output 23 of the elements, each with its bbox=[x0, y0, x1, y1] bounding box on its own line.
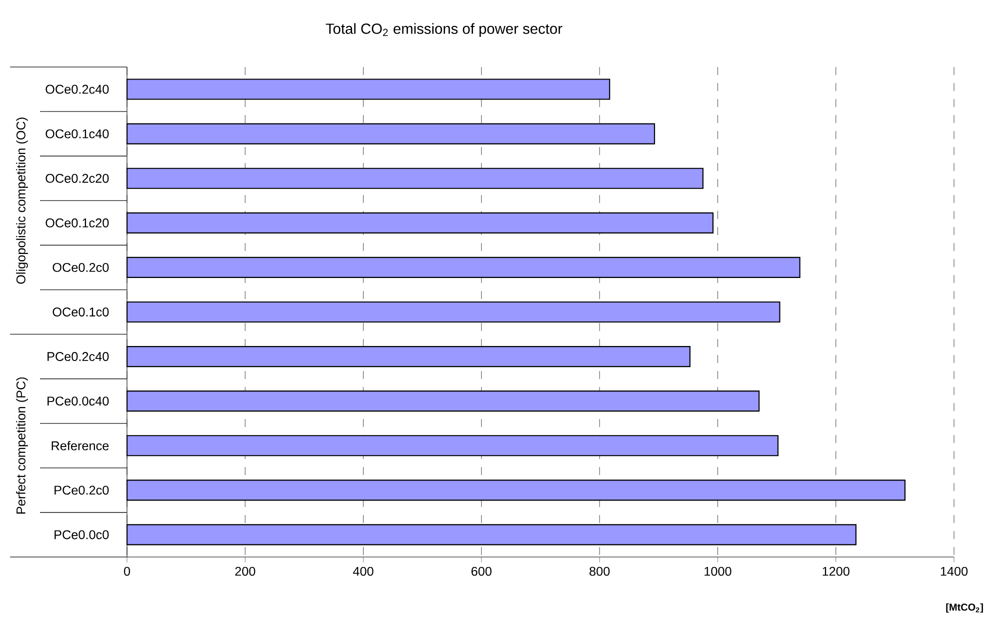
x-tick-label: 0 bbox=[124, 566, 130, 576]
x-tick-label: 200 bbox=[235, 566, 256, 576]
y-tick-label: OCe0.1c20 bbox=[46, 218, 109, 228]
chart-title: Total CO$_{2}$ emissions of power sector bbox=[326, 23, 562, 37]
y-tick-label: Reference bbox=[52, 440, 109, 450]
y-tick-label: PCe0.0c0 bbox=[54, 530, 109, 540]
text: Perfect competition (PC) bbox=[16, 377, 28, 514]
x-tick-label: 800 bbox=[590, 566, 610, 576]
y-tick-label: OCe0.2c0 bbox=[52, 262, 109, 272]
x-tick-label: 1000 bbox=[704, 566, 732, 576]
x-tick-label: 400 bbox=[353, 566, 374, 576]
x-tick-label: 600 bbox=[472, 566, 492, 576]
y-tick-label: OCe0.2c20 bbox=[46, 174, 109, 183]
y-tick-label: OCe0.1c40 bbox=[46, 129, 109, 138]
y-tick-label: PCe0.2c0 bbox=[54, 486, 109, 495]
x-tick-label: 1200 bbox=[822, 566, 850, 576]
y-tick-label: PCe0.0c40 bbox=[48, 396, 109, 406]
text: Oligopolistic competition (OC) bbox=[16, 118, 28, 284]
y-tick-label: PCe0.2c40 bbox=[48, 352, 109, 362]
y-tick-label: OCe0.2c40 bbox=[46, 84, 109, 94]
x-tick-label: 1400 bbox=[940, 566, 968, 576]
y-tick-label: OCe0.1c0 bbox=[52, 308, 109, 316]
x-axis-title: [MtCO$_{2}$] bbox=[946, 603, 983, 613]
